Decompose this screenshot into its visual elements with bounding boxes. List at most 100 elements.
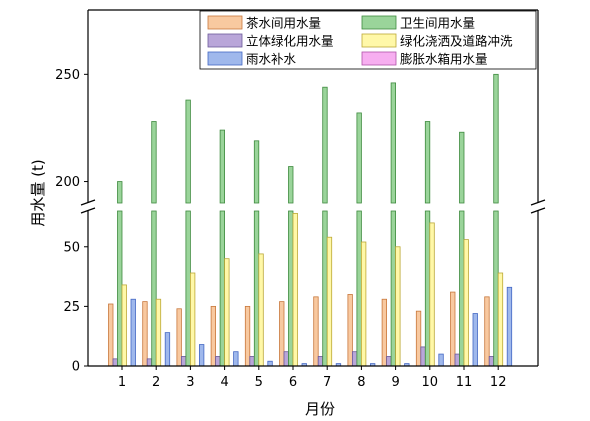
x-tick-label: 7: [323, 375, 331, 390]
x-axis-label: 月份: [305, 400, 335, 418]
bar-3-9: [390, 82, 397, 204]
bar-0-5: [244, 305, 251, 367]
bar-1-12: [488, 356, 495, 367]
bar-0-6: [279, 301, 285, 367]
bar-3-5: [253, 140, 260, 204]
bar-2-11: [472, 313, 478, 367]
bar-1-3: [180, 356, 187, 367]
x-tick-label: 12: [490, 375, 507, 390]
axis-break-mark-left: [80, 199, 96, 206]
bar-4-8: [360, 241, 367, 367]
legend-swatch-5: [361, 51, 397, 66]
bar-1-4: [215, 356, 221, 367]
bar-3-11: [459, 131, 465, 204]
bar-4-2: [155, 298, 162, 367]
y-tick-label: 200: [55, 175, 80, 190]
bar-3-3-lower: [185, 210, 191, 367]
bar-3-6: [288, 166, 294, 204]
bar-1-5: [249, 356, 255, 367]
x-tick-label: 4: [220, 375, 228, 390]
bar-0-3: [176, 308, 182, 367]
bar-0-10: [415, 310, 422, 367]
x-tick-label: 10: [422, 375, 439, 390]
legend-swatch-3: [361, 15, 397, 30]
legend-label-1: 立体绿化用水量: [246, 34, 334, 49]
bar-0-1: [108, 303, 114, 367]
bar-3-8-lower: [356, 210, 362, 367]
bar-3-7: [322, 86, 328, 204]
bar-0-9: [381, 298, 388, 367]
y-tick-label: 25: [63, 300, 80, 315]
bar-0-7: [313, 296, 319, 367]
y-tick-label: 50: [63, 240, 80, 255]
bar-3-10-lower: [424, 210, 431, 367]
bar-3-11-lower: [459, 210, 465, 367]
bar-0-4: [210, 305, 217, 367]
x-tick-label: 8: [357, 375, 365, 390]
x-tick-label: 6: [289, 375, 297, 390]
x-tick-label: 1: [118, 375, 126, 390]
bar-3-1: [117, 181, 123, 204]
y-axis-label: 用水量 (t): [29, 159, 47, 226]
legend-swatch-4: [361, 33, 397, 48]
legend-label-4: 绿化浇洒及道路冲洗: [400, 34, 513, 49]
axis-break-mark-left: [80, 207, 96, 214]
bar-1-9: [386, 356, 392, 367]
x-tick-label: 5: [255, 375, 263, 390]
axis-break-mark-right: [530, 207, 546, 214]
bar-1-11: [454, 353, 460, 367]
axes-group: [80, 9, 546, 367]
x-tick-label: 9: [391, 375, 399, 390]
bar-0-8: [347, 294, 353, 367]
bar-1-6: [283, 351, 289, 367]
bar-3-4: [219, 129, 226, 204]
axis-break-mark-right: [530, 199, 546, 206]
legend-swatch-2: [207, 51, 243, 66]
bar-1-2: [146, 358, 153, 367]
bar-3-10: [424, 121, 431, 204]
bar-1-10: [420, 346, 426, 367]
legend-label-3: 卫生间用水量: [400, 16, 475, 31]
bar-4-12: [497, 272, 504, 367]
bar-0-12: [484, 296, 490, 367]
bar-3-12-lower: [493, 210, 499, 367]
x-tick-label: 11: [456, 375, 473, 390]
bars-group: [108, 73, 513, 367]
bar-4-10: [429, 222, 435, 367]
y-tick-label: 0: [72, 360, 80, 375]
y-tick-label: 250: [55, 68, 80, 83]
bar-4-3: [189, 272, 196, 367]
legend-label-2: 雨水补水: [246, 52, 297, 67]
bar-3-12: [493, 73, 499, 204]
legend-label-0: 茶水间用水量: [246, 16, 321, 31]
bar-3-2-lower: [151, 210, 157, 367]
bar-2-3: [198, 344, 205, 367]
bar-4-7: [326, 236, 333, 367]
bar-0-11: [450, 291, 456, 367]
bar-0-2: [142, 301, 148, 367]
bar-4-9: [395, 246, 401, 367]
bar-4-4: [224, 258, 230, 367]
bar-3-4-lower: [219, 210, 226, 367]
x-tick-label: 2: [152, 375, 160, 390]
bar-3-7-lower: [322, 210, 328, 367]
legend-label-5: 膨胀水箱用水量: [400, 52, 488, 67]
bar-2-1: [130, 298, 136, 367]
bar-3-3: [185, 99, 191, 204]
bar-2-2: [164, 332, 171, 367]
bar-3-8: [356, 112, 362, 204]
bar-2-4: [233, 351, 239, 367]
bar-3-2: [151, 121, 157, 204]
bar-1-7: [317, 356, 324, 367]
bar-3-9-lower: [390, 210, 397, 367]
bar-3-1-lower: [117, 210, 123, 367]
bar-4-5: [258, 253, 264, 367]
bar-1-8: [351, 351, 358, 367]
legend-swatch-0: [207, 15, 243, 30]
legend-swatch-1: [207, 33, 243, 48]
bar-4-1: [121, 284, 127, 367]
bar-4-11: [463, 239, 469, 367]
